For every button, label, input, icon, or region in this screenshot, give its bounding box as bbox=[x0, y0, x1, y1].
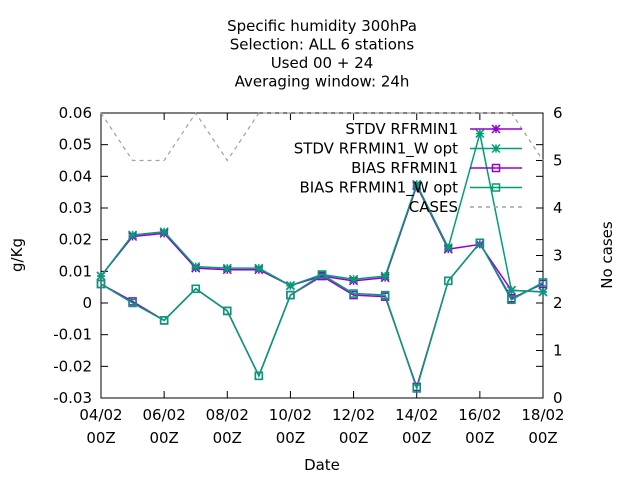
data-point bbox=[491, 143, 501, 154]
x-tick-label: 00Z bbox=[86, 429, 115, 447]
data-point bbox=[443, 243, 453, 253]
data-point bbox=[286, 290, 295, 300]
x-tick-label: 00Z bbox=[402, 429, 431, 447]
data-point bbox=[254, 263, 264, 273]
y-axis-label: g/Kg bbox=[8, 238, 26, 272]
data-point bbox=[506, 285, 516, 295]
y2-tick-label: 2 bbox=[553, 294, 563, 312]
y2-tick-label: 3 bbox=[553, 247, 563, 265]
x-tick-label: 14/02 bbox=[395, 406, 438, 424]
data-point bbox=[223, 306, 232, 316]
data-point bbox=[412, 384, 421, 393]
y-tick-label: -0.02 bbox=[53, 357, 92, 375]
legend-label: STDV RFRMIN1 bbox=[345, 120, 458, 138]
y2-tick-label: 0 bbox=[553, 389, 563, 407]
data-point bbox=[128, 230, 138, 240]
x-tick-label: 00Z bbox=[149, 429, 178, 447]
x-tick-label: 04/02 bbox=[79, 406, 122, 424]
data-point bbox=[412, 179, 422, 189]
data-point bbox=[159, 227, 169, 237]
data-point bbox=[254, 371, 264, 381]
y-tick-label: 0.05 bbox=[59, 136, 92, 154]
x-tick-label: 10/02 bbox=[269, 406, 312, 424]
data-point bbox=[96, 279, 106, 289]
data-point bbox=[380, 271, 390, 281]
data-point bbox=[317, 270, 327, 279]
data-point bbox=[538, 278, 548, 287]
y-tick-label: 0.02 bbox=[59, 231, 92, 249]
data-point bbox=[380, 290, 390, 300]
y2-tick-label: 1 bbox=[553, 342, 563, 360]
data-point bbox=[191, 284, 200, 293]
x-tick-label: 18/02 bbox=[521, 406, 564, 424]
y-tick-label: -0.01 bbox=[53, 326, 92, 344]
legend-label: STDV RFRMIN1_W opt bbox=[294, 140, 458, 159]
data-point bbox=[475, 129, 485, 139]
x-tick-label: 12/02 bbox=[332, 406, 375, 424]
data-point bbox=[96, 271, 106, 281]
y2-axis-label: No cases bbox=[598, 221, 616, 289]
title-line: Selection: ALL 6 stations bbox=[230, 36, 415, 54]
y2-tick-label: 4 bbox=[553, 199, 563, 217]
legend-label: BIAS RFRMIN1_W opt bbox=[299, 179, 458, 198]
y-tick-label: -0.03 bbox=[53, 389, 92, 407]
data-point bbox=[222, 263, 232, 273]
data-point bbox=[491, 124, 501, 134]
y-axis: -0.03 -0.02 -0.01 0 0.01 0.02 0.03 0.04 0.05 0.06 bbox=[53, 104, 543, 407]
x-tick-label: 08/02 bbox=[206, 406, 249, 424]
x-tick-label: 00Z bbox=[339, 429, 368, 447]
series-cases bbox=[100, 111, 544, 162]
data-point bbox=[285, 281, 295, 291]
series-line bbox=[100, 111, 544, 162]
data-point bbox=[538, 287, 548, 297]
data-point bbox=[475, 238, 485, 248]
series-layer bbox=[96, 111, 548, 393]
y-tick-label: 0.04 bbox=[59, 167, 92, 185]
data-point bbox=[349, 274, 359, 284]
x-tick-label: 00Z bbox=[213, 429, 242, 447]
data-point bbox=[491, 163, 501, 173]
data-point bbox=[128, 298, 137, 308]
data-point bbox=[159, 316, 169, 325]
x-tick-label: 06/02 bbox=[143, 406, 186, 424]
y2-tick-label: 6 bbox=[553, 104, 563, 122]
series-bias-rfrmin1-w-opt bbox=[96, 238, 548, 393]
data-point bbox=[507, 295, 516, 305]
data-point bbox=[191, 262, 201, 272]
y-tick-label: 0.03 bbox=[59, 199, 92, 217]
title-line: Specific humidity 300hPa bbox=[227, 17, 417, 35]
series-bias-rfrmin1 bbox=[96, 238, 548, 392]
x-tick-label: 00Z bbox=[276, 429, 305, 447]
legend-label: BIAS RFRMIN1 bbox=[351, 159, 458, 177]
y2-tick-label: 5 bbox=[553, 152, 563, 170]
title-line: Used 00 + 24 bbox=[271, 54, 374, 72]
series-line bbox=[100, 241, 544, 391]
y-tick-label: 0.01 bbox=[59, 262, 92, 280]
y2-axis: 0 1 2 3 4 5 6 bbox=[536, 104, 563, 407]
x-axis-label: Date bbox=[304, 456, 340, 474]
series-line bbox=[100, 241, 544, 390]
x-axis: 04/02 00Z 06/02 00Z 08/02 00Z 10/02 00Z 12/02 00Z… bbox=[79, 113, 565, 447]
x-tick-label: 00Z bbox=[528, 429, 557, 447]
title-line: Averaging window: 24h bbox=[235, 73, 410, 91]
legend-label: CASES bbox=[409, 198, 458, 216]
x-tick-label: 00Z bbox=[465, 429, 494, 447]
data-point bbox=[444, 276, 453, 286]
data-point bbox=[475, 239, 485, 249]
y-tick-label: 0 bbox=[82, 294, 92, 312]
y-tick-label: 0.06 bbox=[59, 104, 92, 122]
data-point bbox=[349, 289, 358, 298]
x-tick-label: 16/02 bbox=[458, 406, 501, 424]
data-point bbox=[491, 183, 501, 192]
